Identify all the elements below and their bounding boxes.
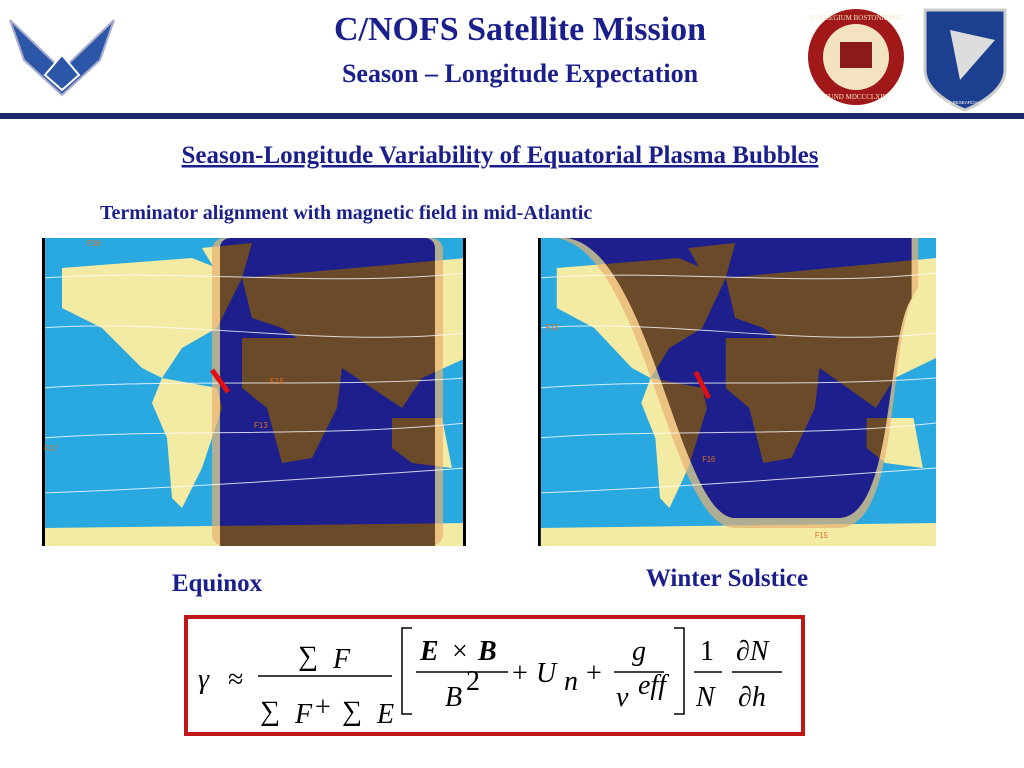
map-marker: F17 [44, 444, 58, 453]
map-marker: F15 [270, 377, 284, 386]
subheading: Terminator alignment with magnetic field… [100, 202, 592, 224]
formula-part: ∑ [260, 696, 280, 727]
caption: Equinox [172, 570, 263, 597]
map-marker: F16 [87, 239, 101, 248]
afrl-shield: AIR FORCE RESEARCH LABORATORY [923, 8, 1009, 112]
map-equinox: F16 F15 F13 F17 [42, 238, 466, 546]
subtitle: Season – Longitude Expectation [342, 59, 699, 88]
map-marker: F13 [254, 421, 268, 430]
formula-part: n [564, 666, 578, 697]
formula-part: ∑ [342, 696, 362, 727]
formula-part: + [512, 658, 528, 689]
seal-text: COLLEGIUM BOSTONIENSE [811, 14, 902, 22]
caption: Winter Solstice [646, 565, 808, 592]
shield-text: AIR FORCE RESEARCH LABORATORY [927, 100, 1009, 105]
formula-part: E [376, 699, 394, 730]
formula-part: U [536, 658, 558, 689]
formula-part: + [586, 658, 602, 689]
map-marker: F16 [702, 455, 715, 464]
formula-part: B [445, 682, 462, 713]
map-marker: F13 [546, 323, 559, 332]
formula-part: N [695, 682, 716, 713]
formula-part: ∑ [298, 641, 318, 672]
heading: Season-Longitude Variability of Equatori… [182, 142, 819, 169]
formula-part: ∂h [738, 682, 766, 713]
af-logo [9, 19, 115, 97]
formula-part: 2 [466, 666, 480, 697]
map-solstice: F13 F15 F16 [538, 238, 936, 546]
formula-part: × [452, 636, 468, 667]
formula-part: γ [198, 664, 210, 695]
formula-part: F [294, 699, 313, 730]
formula-part: E [419, 636, 439, 667]
bc-seal: COLLEGIUM BOSTONIENSE FUND MDCCCLXIII [808, 9, 904, 105]
formula-part: eff [638, 670, 669, 701]
formula-part: g [632, 636, 646, 667]
formula-part: ≈ [228, 664, 243, 695]
header-rule [0, 113, 1024, 119]
formula-part: F [332, 644, 351, 675]
formula: γ ≈ ∑ F ∑ F + ∑ E E × B B 2 + U n + g ν … [184, 615, 805, 736]
formula-part: ν [616, 682, 629, 713]
map-frame: F13 F15 F16 [538, 238, 936, 546]
formula-part: + [315, 692, 331, 723]
title: C/NOFS Satellite Mission [334, 11, 706, 48]
formula-part: B [477, 636, 497, 667]
seal-text: FUND MDCCCLXIII [825, 93, 888, 101]
formula-part: 1 [700, 636, 714, 667]
map-marker: F15 [815, 531, 828, 540]
formula-part: ∂N [736, 636, 770, 667]
